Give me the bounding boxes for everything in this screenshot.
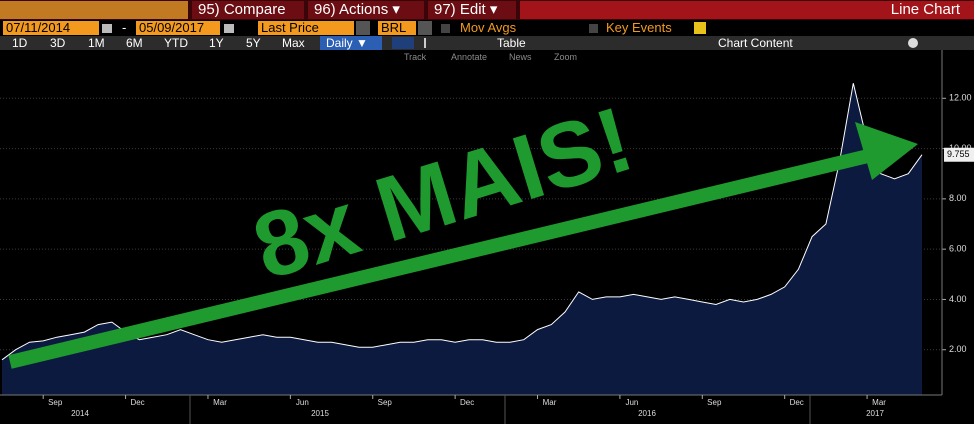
settings-bar: 07/11/2014 - 05/09/2017 Last Price BRL M… bbox=[0, 20, 974, 36]
year-label: 2014 bbox=[71, 409, 89, 418]
year-label: 2015 bbox=[311, 409, 329, 418]
chart-content-button[interactable]: Chart Content bbox=[718, 36, 793, 50]
price-field[interactable]: Last Price bbox=[258, 21, 354, 35]
checkbox[interactable] bbox=[589, 24, 598, 33]
y-tick-label: 6.00 bbox=[949, 244, 967, 254]
range-button[interactable]: 6M bbox=[126, 36, 143, 50]
edit-label: 97) Edit bbox=[434, 1, 486, 18]
end-date[interactable]: 05/09/2017 bbox=[136, 21, 220, 35]
last-value-box bbox=[944, 147, 974, 162]
tool-button[interactable]: Zoom bbox=[554, 52, 578, 62]
x-tick-label: Dec bbox=[790, 398, 804, 407]
range-button[interactable]: YTD bbox=[164, 36, 188, 50]
x-tick-label: Dec bbox=[130, 398, 144, 407]
x-tick-label: Sep bbox=[707, 398, 722, 407]
compare-button[interactable]: 95) Compare bbox=[192, 1, 304, 19]
tool-button[interactable]: Track bbox=[404, 52, 427, 62]
actions-label: 96) Actions bbox=[314, 1, 389, 18]
plot: 2.004.006.008.0010.0012.009.755SepDecMar… bbox=[0, 48, 974, 424]
y-tick-label: 12.00 bbox=[949, 93, 972, 103]
x-tick-label: Mar bbox=[543, 398, 557, 407]
range-button[interactable]: 3D bbox=[50, 36, 66, 50]
range-button[interactable]: 5Y bbox=[246, 36, 261, 50]
settings-icon[interactable] bbox=[908, 38, 918, 48]
arrow-shaft bbox=[8, 149, 870, 369]
currency[interactable]: BRL bbox=[378, 21, 416, 35]
actions-button[interactable]: 96) Actions ▾ bbox=[308, 1, 424, 19]
x-tick-label: Sep bbox=[378, 398, 393, 407]
range-bar: 1D 3D 1M 6M YTD 1Y 5Y Max Daily ▼ Table Chart Cont… bbox=[0, 36, 974, 50]
annotation-layer: 8x MAIS! bbox=[8, 88, 918, 369]
calendar-icon[interactable] bbox=[224, 24, 234, 33]
y-tick-label: 8.00 bbox=[949, 193, 967, 203]
frequency-label: Daily bbox=[326, 36, 353, 50]
year-label: 2016 bbox=[638, 409, 656, 418]
info-icon[interactable] bbox=[694, 22, 706, 34]
x-tick-label: Jun bbox=[296, 398, 309, 407]
y-tick-label: 2.00 bbox=[949, 344, 967, 354]
x-tick-label: Jun bbox=[625, 398, 638, 407]
tool-button[interactable]: Annotate bbox=[451, 52, 488, 62]
line-icon[interactable] bbox=[392, 37, 414, 49]
dropdown[interactable] bbox=[356, 21, 370, 35]
last-value-label: 9.755 bbox=[947, 149, 970, 159]
line bbox=[1, 83, 923, 361]
range-button[interactable]: Max bbox=[282, 36, 305, 50]
start-date[interactable]: 07/11/2014 bbox=[3, 21, 99, 35]
tool-button[interactable]: News bbox=[509, 52, 532, 62]
y-tick-label: 4.00 bbox=[949, 294, 967, 304]
x-tick-label: Dec bbox=[460, 398, 474, 407]
year-label: 2017 bbox=[866, 409, 884, 418]
table-button[interactable]: Table bbox=[497, 36, 526, 50]
security-field bbox=[0, 1, 188, 19]
area bbox=[2, 83, 922, 395]
range-button[interactable]: 1D bbox=[12, 36, 28, 50]
checkbox[interactable] bbox=[441, 24, 450, 33]
calendar-icon[interactable] bbox=[102, 24, 112, 33]
arrow-head bbox=[855, 122, 918, 180]
bar-icon[interactable] bbox=[424, 38, 434, 48]
range-button[interactable]: 1Y bbox=[209, 36, 224, 50]
x-tick-label: Sep bbox=[48, 398, 63, 407]
frequency-button[interactable]: Daily ▼ bbox=[320, 36, 382, 50]
dropdown[interactable] bbox=[418, 21, 432, 35]
range-button[interactable]: 1M bbox=[88, 36, 105, 50]
view-title: Line Chart bbox=[520, 1, 974, 19]
edit-button[interactable]: 97) Edit ▾ bbox=[428, 1, 516, 19]
x-tick-label: Mar bbox=[213, 398, 227, 407]
x-tick-label: Mar bbox=[872, 398, 886, 407]
mov-avgs[interactable]: Mov Avgs bbox=[460, 20, 517, 35]
title-bar: 95) Compare 96) Actions ▾ 97) Edit ▾ Lin… bbox=[0, 0, 974, 20]
key-events[interactable]: Key Events bbox=[606, 20, 672, 35]
date-separator: - bbox=[122, 20, 127, 35]
